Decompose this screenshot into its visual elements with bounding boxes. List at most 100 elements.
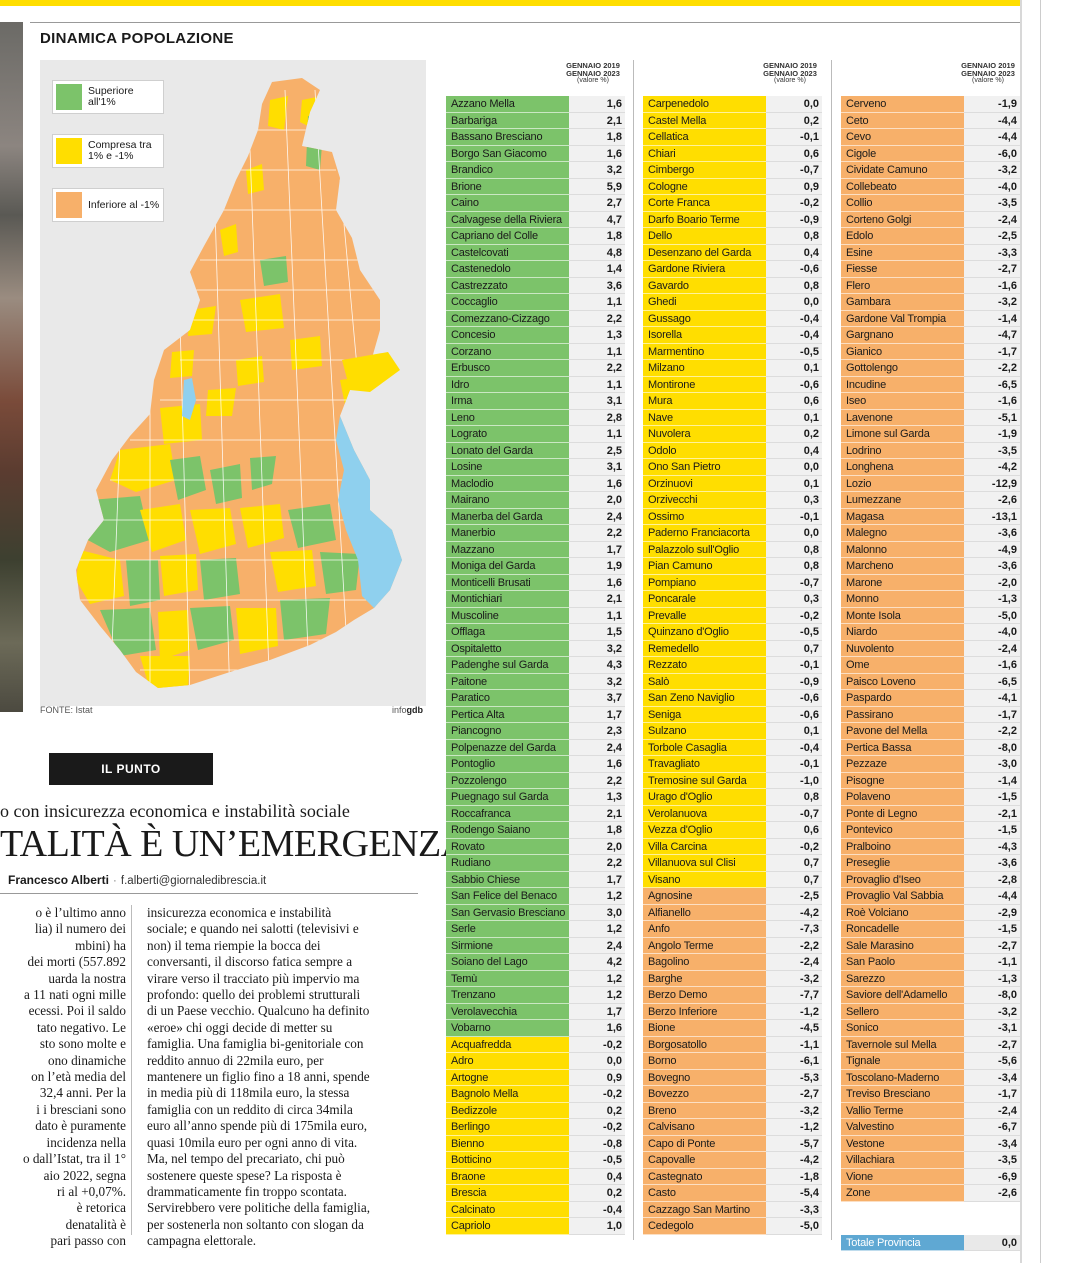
table-row: Castrezzato 3,6 bbox=[446, 277, 625, 294]
population-change-value: -3,1 bbox=[964, 1020, 1020, 1037]
population-change-value: 0,1 bbox=[766, 409, 822, 426]
table-row: Sirmione 2,4 bbox=[446, 937, 625, 954]
table-row: Chiari 0,6 bbox=[643, 145, 822, 162]
municipality-name: Angolo Terme bbox=[643, 937, 766, 954]
population-change-value: 2,1 bbox=[569, 591, 625, 608]
table-row: Cologne 0,9 bbox=[643, 178, 822, 195]
table-row: San Gervasio Bresciano 3,0 bbox=[446, 904, 625, 921]
table-row: Esine -3,3 bbox=[841, 244, 1020, 261]
municipality-name: Pezzaze bbox=[841, 756, 964, 773]
article-column-2: insicurezza economica e instabilità socia… bbox=[147, 905, 417, 1250]
population-change-value: 2,7 bbox=[569, 195, 625, 212]
municipality-name: Mairano bbox=[446, 492, 569, 509]
table-row: Erbusco 2,2 bbox=[446, 360, 625, 377]
table-row: Edolo -2,5 bbox=[841, 228, 1020, 245]
table-row: Soiano del Lago 4,2 bbox=[446, 954, 625, 971]
municipality-name: Seniga bbox=[643, 706, 766, 723]
municipality-name: Cigole bbox=[841, 145, 964, 162]
municipality-name: Pozzolengo bbox=[446, 772, 569, 789]
table-row: Niardo -4,0 bbox=[841, 624, 1020, 641]
table-row: Malegno -3,6 bbox=[841, 525, 1020, 542]
population-change-value: -13,1 bbox=[964, 508, 1020, 525]
table-row: Artogne 0,9 bbox=[446, 1069, 625, 1086]
total-row: Totale Provincia 0,0 bbox=[841, 1234, 1020, 1251]
table-row: Villanuova sul Clisi 0,7 bbox=[643, 855, 822, 872]
population-change-value: 3,0 bbox=[569, 904, 625, 921]
article-line: non) il tema riempie la bocca dei bbox=[147, 937, 321, 953]
article-line: Ma, nel tempo del precariato, chi può bbox=[147, 1151, 345, 1167]
population-change-value: -6,1 bbox=[766, 1053, 822, 1070]
table-row: Urago d'Oglio 0,8 bbox=[643, 789, 822, 806]
table-row: Lumezzane -2,6 bbox=[841, 492, 1020, 509]
table-row: Collio -3,5 bbox=[841, 195, 1020, 212]
population-change-value: -5,6 bbox=[964, 1053, 1020, 1070]
table-row: Casto -5,4 bbox=[643, 1185, 822, 1202]
municipality-name: Comezzano-Cizzago bbox=[446, 310, 569, 327]
municipality-name: Orzivecchi bbox=[643, 492, 766, 509]
table-header: GENNAIO 2019 GENNAIO 2023 (valore %) bbox=[961, 61, 1015, 85]
article-line: insicurezza economica e instabilità bbox=[147, 905, 332, 920]
population-change-value: 5,9 bbox=[569, 178, 625, 195]
municipality-name: Caino bbox=[446, 195, 569, 212]
municipality-name: Calvisano bbox=[643, 1119, 766, 1136]
municipality-name: Orzinuovi bbox=[643, 475, 766, 492]
table-row: Moniga del Garda 1,9 bbox=[446, 558, 625, 575]
population-change-value: -4,4 bbox=[964, 888, 1020, 905]
article-line: 32,4 anni. Per la bbox=[39, 1085, 126, 1101]
population-change-value: -5,0 bbox=[766, 1218, 822, 1235]
population-change-value: 0,0 bbox=[766, 525, 822, 542]
author-email[interactable]: f.alberti@giornaledibrescia.it bbox=[120, 875, 267, 887]
article-line: euro all’anno spende più di 175mila euro… bbox=[147, 1118, 368, 1134]
population-change-value: -3,5 bbox=[964, 1152, 1020, 1169]
municipality-name: Flero bbox=[841, 277, 964, 294]
population-change-value: 2,4 bbox=[569, 937, 625, 954]
table-row: Tremosine sul Garda -1,0 bbox=[643, 772, 822, 789]
municipality-name: Tignale bbox=[841, 1053, 964, 1070]
municipality-name: Sulzano bbox=[643, 723, 766, 740]
municipality-name: Brescia bbox=[446, 1185, 569, 1202]
section-rule bbox=[30, 22, 1020, 23]
article-line: a 11 nati ogni mille bbox=[23, 987, 126, 1003]
municipality-name: Irma bbox=[446, 393, 569, 410]
table-row: Rovato 2,0 bbox=[446, 838, 625, 855]
table-row: Cevo -4,4 bbox=[841, 129, 1020, 146]
municipality-name: Agnosine bbox=[643, 888, 766, 905]
population-change-value: -0,1 bbox=[766, 756, 822, 773]
population-change-value: -1,7 bbox=[964, 1086, 1020, 1103]
table-row: Lonato del Garda 2,5 bbox=[446, 442, 625, 459]
table-row: Preseglie -3,6 bbox=[841, 855, 1020, 872]
population-change-value: 0,0 bbox=[766, 459, 822, 476]
population-change-value: -6,5 bbox=[964, 376, 1020, 393]
table-row: Nuvolento -2,4 bbox=[841, 640, 1020, 657]
table-row: Padenghe sul Garda 4,3 bbox=[446, 657, 625, 674]
table-row: Corteno Golgi -2,4 bbox=[841, 211, 1020, 228]
population-change-value: 1,2 bbox=[569, 888, 625, 905]
population-change-value: -6,5 bbox=[964, 673, 1020, 690]
population-change-value: 2,2 bbox=[569, 310, 625, 327]
population-change-value: -0,6 bbox=[766, 706, 822, 723]
table-row: Pompiano -0,7 bbox=[643, 574, 822, 591]
population-change-value: -0,4 bbox=[569, 1201, 625, 1218]
municipality-name: Padenghe sul Garda bbox=[446, 657, 569, 674]
top-accent-bar bbox=[0, 0, 1020, 6]
table-row: Bagolino -2,4 bbox=[643, 954, 822, 971]
municipality-name: Marone bbox=[841, 574, 964, 591]
table-row: Castelcovati 4,8 bbox=[446, 244, 625, 261]
municipality-name: Lumezzane bbox=[841, 492, 964, 509]
municipality-name: Provaglio Val Sabbia bbox=[841, 888, 964, 905]
article-line: quasi 10mila euro per ogni anno di vita. bbox=[147, 1134, 358, 1150]
population-change-value: 3,6 bbox=[569, 277, 625, 294]
population-change-value: 0,9 bbox=[766, 178, 822, 195]
table-row: Bione -4,5 bbox=[643, 1020, 822, 1037]
table-row: Leno 2,8 bbox=[446, 409, 625, 426]
municipality-name: Vobarno bbox=[446, 1020, 569, 1037]
table-row: Adro 0,0 bbox=[446, 1053, 625, 1070]
population-change-value: 0,7 bbox=[766, 640, 822, 657]
municipality-name: Ospitaletto bbox=[446, 640, 569, 657]
population-change-value: 0,4 bbox=[569, 1168, 625, 1185]
municipality-name: Valvestino bbox=[841, 1119, 964, 1136]
municipality-name: Fiesse bbox=[841, 261, 964, 278]
table-row: Losine 3,1 bbox=[446, 459, 625, 476]
table-row: Bienno -0,8 bbox=[446, 1135, 625, 1152]
population-change-value: 4,7 bbox=[569, 211, 625, 228]
